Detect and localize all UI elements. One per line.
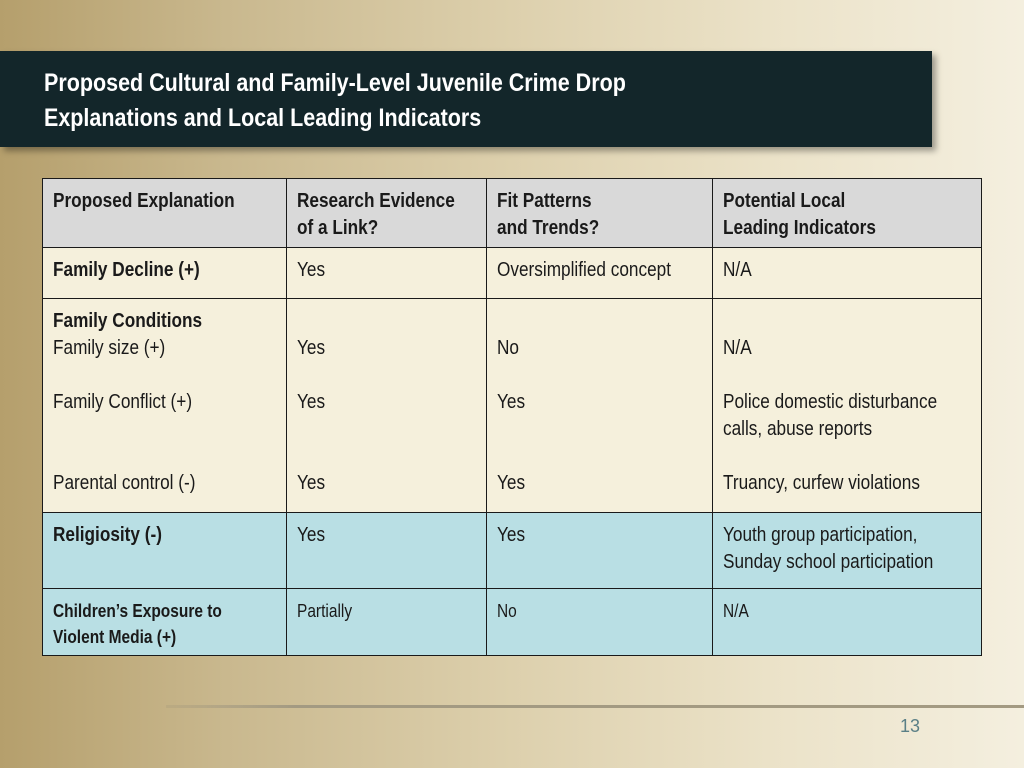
slide-title-line-1: Proposed Cultural and Family-Level Juven… — [44, 69, 626, 97]
row-religiosity-fit: Yes — [487, 513, 713, 589]
row-violent-media-indicators: N/A — [713, 589, 981, 655]
cell-text: Yes — [297, 524, 326, 546]
row-family-decline-explanation: Family Decline (+) — [43, 248, 287, 299]
header-label: and Trends? — [497, 217, 600, 239]
cell-text: Yes — [497, 472, 526, 494]
cell-text: Truancy, curfew violations — [723, 472, 920, 494]
cell-text: No — [497, 601, 517, 621]
cell-text: Yes — [497, 524, 526, 546]
row-family-decline-evidence: Yes — [287, 248, 487, 299]
slide-title-line-2: Explanations and Local Leading Indicator… — [44, 104, 482, 132]
cell-text: N/A — [723, 259, 752, 281]
cell-text: Yes — [297, 472, 326, 494]
cell-text: calls, abuse reports — [723, 418, 873, 440]
cell-text: Parental control (-) — [53, 472, 196, 494]
header-label: of a Link? — [297, 217, 379, 239]
header-label: Fit Patterns — [497, 190, 592, 212]
row-family-conditions-fit: No Yes Yes — [487, 299, 713, 513]
cell-text: Yes — [297, 337, 326, 359]
slide-title: Proposed Cultural and Family-Level Juven… — [44, 66, 784, 136]
cell-text: Violent Media (+) — [53, 627, 177, 647]
explanations-table: Proposed Explanation Research Evidence o… — [42, 178, 982, 656]
cell-text: Family Conflict (+) — [53, 391, 193, 413]
cell-text: Family Decline (+) — [53, 259, 200, 281]
cell-text: Religiosity (-) — [53, 524, 162, 546]
cell-text: Partially — [297, 601, 353, 621]
row-violent-media-evidence: Partially — [287, 589, 487, 655]
row-family-conditions-evidence: Yes Yes Yes — [287, 299, 487, 513]
cell-text: N/A — [723, 601, 749, 621]
cell-text: Yes — [497, 391, 526, 413]
cell-text: Family size (+) — [53, 337, 166, 359]
header-leading-indicators: Potential Local Leading Indicators — [713, 179, 981, 248]
footer-divider — [166, 705, 1024, 708]
cell-text: Sunday school participation — [723, 551, 934, 573]
header-fit-patterns: Fit Patterns and Trends? — [487, 179, 713, 248]
row-religiosity-explanation: Religiosity (-) — [43, 513, 287, 589]
row-family-decline-fit: Oversimplified concept — [487, 248, 713, 299]
header-label: Leading Indicators — [723, 217, 876, 239]
page-number: 13 — [899, 716, 920, 736]
row-family-conditions-indicators: N/A Police domestic disturbance calls, a… — [713, 299, 981, 513]
row-violent-media-fit: No — [487, 589, 713, 655]
row-violent-media-explanation: Children’s Exposure to Violent Media (+) — [43, 589, 287, 655]
row-religiosity-evidence: Yes — [287, 513, 487, 589]
header-proposed-explanation: Proposed Explanation — [43, 179, 287, 248]
cell-text: N/A — [723, 337, 752, 359]
header-label: Research Evidence — [297, 190, 455, 212]
cell-text: Yes — [297, 391, 326, 413]
cell-text: Youth group participation, — [723, 524, 918, 546]
cell-text: No — [497, 337, 519, 359]
cell-heading: Family Conditions — [53, 310, 203, 332]
cell-text: Children’s Exposure to — [53, 601, 222, 621]
header-label: Proposed Explanation — [53, 190, 235, 212]
header-research-evidence: Research Evidence of a Link? — [287, 179, 487, 248]
cell-text: Yes — [297, 259, 326, 281]
row-religiosity-indicators: Youth group participation, Sunday school… — [713, 513, 981, 589]
row-family-decline-indicators: N/A — [713, 248, 981, 299]
cell-text: Oversimplified concept — [497, 259, 671, 281]
row-family-conditions-explanation: Family Conditions Family size (+) Family… — [43, 299, 287, 513]
cell-text: Police domestic disturbance — [723, 391, 938, 413]
title-bar — [0, 51, 932, 147]
header-label: Potential Local — [723, 190, 846, 212]
